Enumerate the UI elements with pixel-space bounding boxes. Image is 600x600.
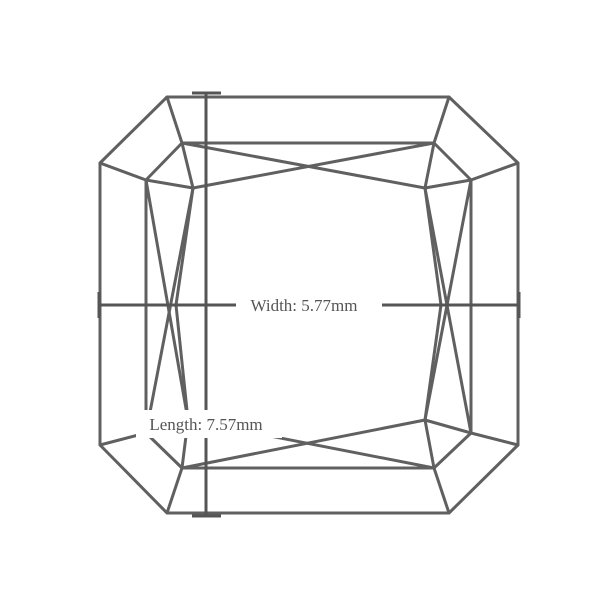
width-label: Width: 5.77mm bbox=[251, 296, 358, 315]
length-dimension: Length: 7.57mm bbox=[136, 91, 282, 518]
corner-facets bbox=[98, 95, 520, 515]
left-facets bbox=[144, 178, 195, 435]
width-dimension: Width: 5.77mm bbox=[97, 291, 521, 319]
length-label: Length: 7.57mm bbox=[149, 415, 262, 434]
right-facets bbox=[423, 178, 473, 435]
top-facets bbox=[144, 141, 473, 190]
